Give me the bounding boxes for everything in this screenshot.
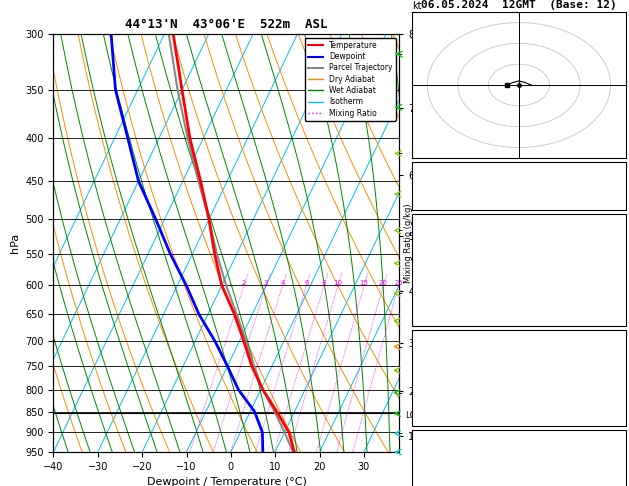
Text: Dewp (°C): Dewp (°C) [416, 249, 464, 259]
Text: © weatheronline.co.uk: © weatheronline.co.uk [475, 465, 563, 474]
Text: Mixing Ratio (g/kg): Mixing Ratio (g/kg) [404, 203, 413, 283]
Text: Totals Totals: Totals Totals [416, 181, 485, 191]
Text: 25: 25 [394, 280, 403, 286]
Text: 310: 310 [606, 365, 621, 375]
Text: CIN (J): CIN (J) [416, 313, 453, 323]
Text: CIN (J): CIN (J) [416, 414, 453, 423]
Text: Pressure (mb): Pressure (mb) [416, 349, 485, 359]
Text: Most Unstable: Most Unstable [485, 333, 553, 343]
Text: 7.2: 7.2 [606, 249, 621, 259]
Text: 3: 3 [616, 382, 621, 391]
Text: 8: 8 [321, 280, 326, 286]
Text: 6: 6 [616, 450, 621, 459]
X-axis label: Dewpoint / Temperature (°C): Dewpoint / Temperature (°C) [147, 477, 306, 486]
Text: 236°: 236° [601, 482, 621, 486]
Text: Temp (°C): Temp (°C) [416, 233, 464, 243]
Text: kt: kt [412, 1, 421, 11]
Text: PW (cm): PW (cm) [416, 197, 453, 207]
Text: 4: 4 [281, 280, 285, 286]
Text: 0: 0 [616, 398, 621, 407]
Text: SREH: SREH [416, 466, 437, 475]
Text: 06.05.2024  12GMT  (Base: 12): 06.05.2024 12GMT (Base: 12) [421, 0, 617, 10]
Text: 1.55: 1.55 [601, 197, 621, 207]
Text: LCL: LCL [405, 411, 420, 420]
Text: 15: 15 [360, 280, 369, 286]
Text: K: K [416, 165, 421, 174]
Text: EH: EH [416, 450, 427, 459]
Text: 3: 3 [616, 281, 621, 291]
Text: 0: 0 [616, 297, 621, 307]
Text: 20: 20 [379, 280, 387, 286]
Title: 44°13'N  43°06'E  522m  ASL: 44°13'N 43°06'E 522m ASL [125, 18, 328, 32]
Y-axis label: km
ASL: km ASL [431, 232, 449, 254]
Text: Lifted Index: Lifted Index [416, 382, 479, 391]
Text: Hodograph: Hodograph [495, 434, 543, 443]
Text: StmDir: StmDir [416, 482, 448, 486]
Text: 954: 954 [606, 349, 621, 359]
Text: CAPE (J): CAPE (J) [416, 398, 459, 407]
Text: 3: 3 [264, 280, 269, 286]
Text: 14.3: 14.3 [601, 233, 621, 243]
Text: 45: 45 [611, 181, 621, 191]
Text: θe (K): θe (K) [416, 365, 448, 375]
Text: θe(K): θe(K) [416, 265, 443, 275]
Text: Surface: Surface [501, 217, 537, 226]
Text: 3: 3 [616, 466, 621, 475]
Text: 2: 2 [242, 280, 246, 286]
Text: 10: 10 [333, 280, 342, 286]
Text: 310: 310 [606, 265, 621, 275]
Text: 6: 6 [304, 280, 309, 286]
Y-axis label: hPa: hPa [9, 233, 19, 253]
Text: 0: 0 [616, 313, 621, 323]
Legend: Temperature, Dewpoint, Parcel Trajectory, Dry Adiabat, Wet Adiabat, Isotherm, Mi: Temperature, Dewpoint, Parcel Trajectory… [304, 38, 396, 121]
Text: 0: 0 [616, 414, 621, 423]
Text: CAPE (J): CAPE (J) [416, 297, 459, 307]
Text: Lifted Index: Lifted Index [416, 281, 479, 291]
Text: 17: 17 [611, 165, 621, 174]
